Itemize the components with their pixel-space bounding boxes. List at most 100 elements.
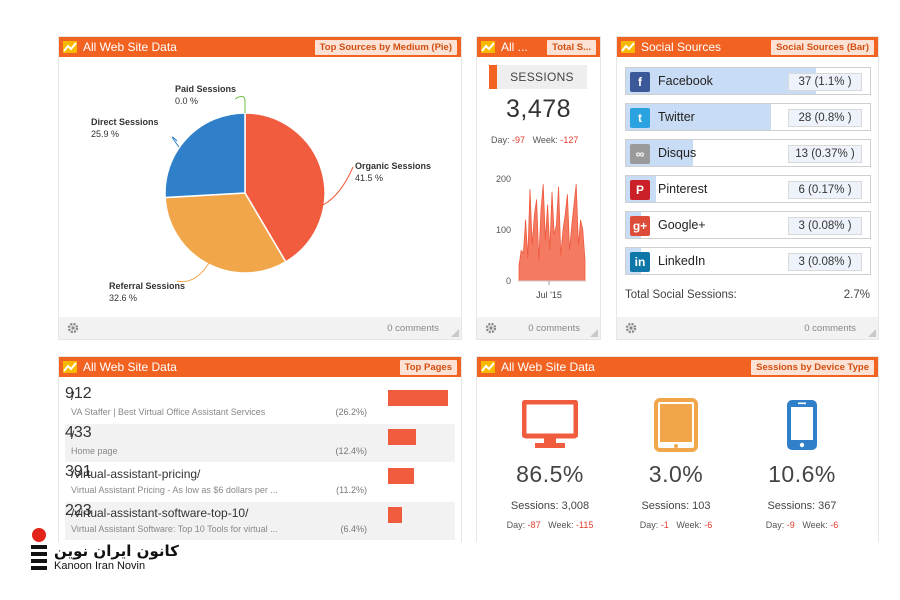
gear-icon[interactable] [67, 322, 79, 334]
device-day-week: Day: -1 Week: -6 [611, 520, 741, 530]
x-tick-label: Jul '15 [536, 290, 562, 300]
social-bar [626, 104, 771, 130]
week-value: -6 [704, 520, 713, 530]
page-bar [388, 507, 403, 523]
pie-slice-referral-sessions[interactable] [164, 192, 287, 274]
social-row-linkedin[interactable]: in LinkedIn 3 (0.08% ) [625, 247, 871, 275]
metric-label: SESSIONS [489, 65, 587, 89]
brand-watermark: کانون ایران نوین Kanoon Iran Novin [28, 528, 188, 578]
pie-label-value: 25.9 % [91, 129, 120, 139]
social-total: Total Social Sessions: 2.7% [625, 289, 870, 301]
comments-link[interactable]: 0 comments [387, 322, 439, 334]
widget-header: All Web Site Data Top Pages [59, 357, 461, 377]
pie-label-referral: Referral Sessions 32.6 % [109, 280, 185, 304]
device-sessions: Sessions: 103 [641, 500, 711, 512]
page-bar [388, 390, 448, 406]
widget-type-tag[interactable]: Social Sources (Bar) [771, 39, 874, 55]
page-path[interactable]: / [71, 428, 75, 442]
widget-title: All Web Site Data [83, 360, 177, 374]
widget-title: Social Sources [641, 40, 722, 54]
analytics-logo-icon [481, 361, 495, 373]
device-sessions: Sessions: 367 [767, 500, 837, 512]
widget-header: All Web Site Data Sessions by Device Typ… [477, 357, 878, 377]
social-bar [626, 68, 817, 94]
widget-footer: 0 comments [617, 317, 878, 339]
device-widget: All Web Site Data Sessions by Device Typ… [476, 356, 879, 542]
social-total-value: 2.7% [843, 289, 870, 301]
page-percent: (12.4%) [335, 446, 367, 456]
comments-link[interactable]: 0 comments [804, 322, 856, 334]
desktop-icon [522, 400, 578, 448]
social-row-twitter[interactable]: t Twitter 28 (0.8% ) [625, 103, 871, 131]
pie-widget: All Web Site Data Top Sources by Medium … [58, 36, 462, 340]
social-row-facebook[interactable]: f Facebook 37 (1.1% ) [625, 67, 871, 95]
widget-type-tag[interactable]: Top Sources by Medium (Pie) [314, 39, 457, 55]
page-row[interactable]: / Home page 433 (12.4%) [65, 424, 455, 462]
social-name: Disqus [658, 146, 697, 160]
day-value: -87 [527, 520, 541, 530]
page-row[interactable]: / VA Staffer | Best Virtual Office Assist… [65, 385, 455, 423]
brand-native-name: کانون ایران نوین [54, 542, 179, 560]
week-label: Week: [548, 520, 574, 530]
social-value: 28 (0.8% ) [788, 109, 862, 127]
device-sessions: Sessions: 3,008 [510, 500, 590, 512]
social-row-pinterest[interactable]: P Pinterest 6 (0.17% ) [625, 175, 871, 203]
pie-label-organic: Organic Sessions 41.5 % [355, 160, 431, 184]
gear-icon[interactable] [485, 322, 497, 334]
social-name: Pinterest [658, 182, 708, 196]
widget-footer: 0 comments [59, 317, 461, 339]
pie-label-value: 41.5 % [355, 173, 384, 183]
brand-name: Kanoon Iran Novin [54, 560, 146, 572]
widget-header: All ... Total S... [477, 37, 600, 57]
page-path[interactable]: /virtual-assistant-software-top-10/ [71, 506, 249, 520]
social-name: Twitter [658, 110, 695, 124]
metric-value: 3,478 [505, 95, 572, 123]
widget-type-tag[interactable]: Sessions by Device Type [751, 359, 874, 375]
resize-handle[interactable] [868, 329, 876, 337]
widget-title: All ... [501, 40, 528, 54]
comments-link[interactable]: 0 comments [528, 322, 580, 334]
widget-type-tag[interactable]: Total S... [547, 39, 596, 55]
page-description: Home page [71, 446, 118, 456]
day-label: Day: [765, 520, 785, 530]
page-path[interactable]: / [71, 389, 75, 403]
pie-slice-direct-sessions[interactable] [164, 112, 246, 199]
widget-title: All Web Site Data [83, 40, 177, 54]
device-percent: 3.0% [648, 461, 704, 487]
pie-slice-organic-sessions[interactable] [244, 112, 326, 263]
page-count: 433 [65, 424, 92, 441]
week-label: Week: [676, 520, 702, 530]
sessions-area-series[interactable] [518, 184, 586, 282]
page-row[interactable]: /virtual-assistant-pricing/Virtual Assis… [65, 463, 455, 501]
social-total-label: Total Social Sessions: [625, 289, 737, 301]
y-tick-label: 200 [496, 174, 511, 184]
device-day-week: Day: -87 Week: -115 [485, 520, 615, 530]
resize-handle[interactable] [451, 329, 459, 337]
page-row[interactable]: /virtual-assistant-software-top-10/Virtu… [65, 502, 455, 540]
pie-label-paid: Paid Sessions 0.0 % [175, 83, 236, 107]
widget-footer: 0 comments [477, 317, 600, 339]
day-value: -1 [660, 520, 669, 530]
day-label: Day: [639, 520, 659, 530]
day-value: -9 [786, 520, 795, 530]
day-week-change: Day: -97 Week: -127 [491, 135, 578, 145]
y-tick-label: 100 [496, 225, 511, 235]
week-value: -127 [560, 135, 579, 145]
social-row-google[interactable]: g+ Google+ 3 (0.08% ) [625, 211, 871, 239]
widget-title: All Web Site Data [501, 360, 595, 374]
widget-type-tag[interactable]: Top Pages [399, 359, 457, 375]
twitter-icon: t [630, 108, 650, 128]
tablet-icon [654, 398, 698, 452]
social-value: 37 (1.1% ) [788, 73, 862, 91]
resize-handle[interactable] [590, 329, 598, 337]
gear-icon[interactable] [625, 322, 637, 334]
leader-direct [172, 136, 180, 148]
page-bar [388, 468, 414, 484]
page-path[interactable]: /virtual-assistant-pricing/ [71, 467, 201, 481]
page-bar [388, 429, 417, 445]
social-row-disqus[interactable]: ∞ Disqus 13 (0.37% ) [625, 139, 871, 167]
pie-label-name: Referral Sessions [109, 281, 186, 291]
page-description: Virtual Assistant Pricing - As low as $6… [71, 485, 278, 495]
analytics-logo-icon [481, 41, 495, 53]
y-tick-label: 0 [506, 276, 511, 286]
